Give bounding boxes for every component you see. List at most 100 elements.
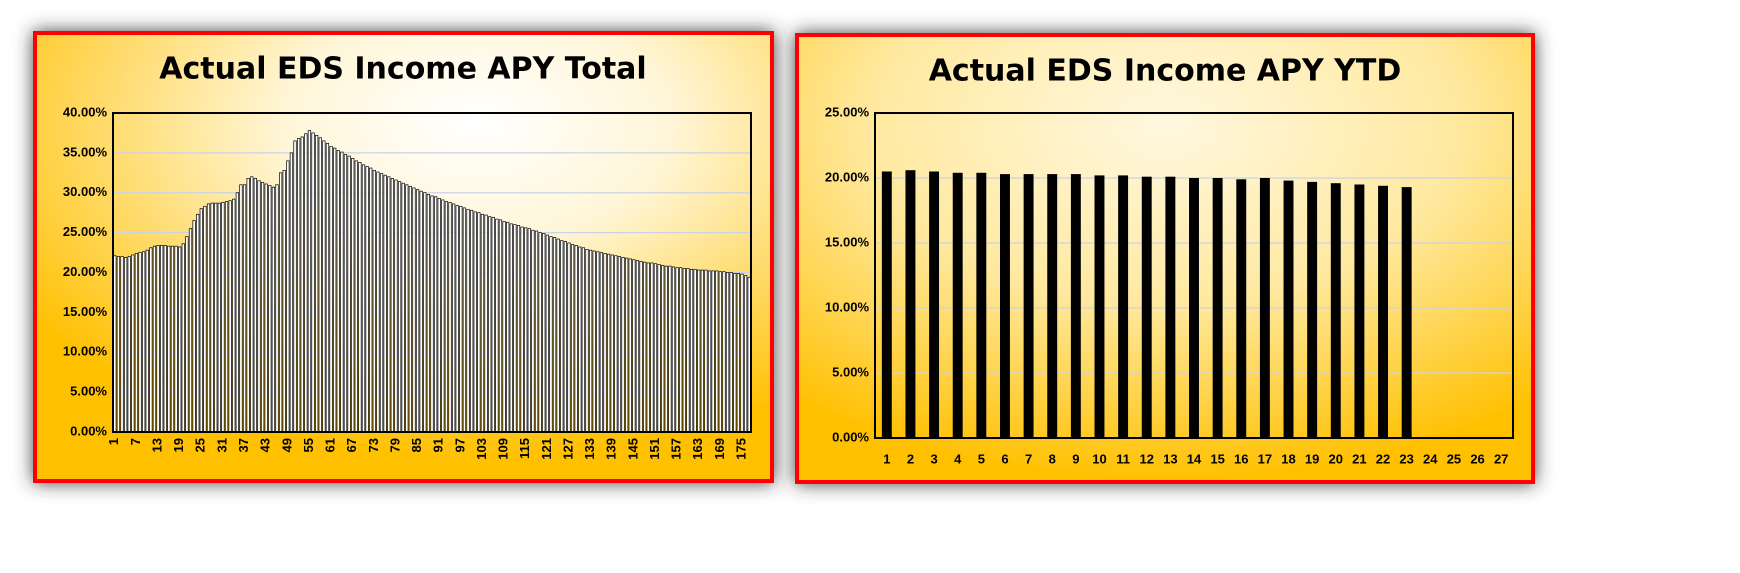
bar — [650, 262, 654, 433]
y-tick-label: 25.00% — [825, 104, 870, 119]
bar — [1307, 181, 1318, 438]
bar — [1189, 178, 1199, 438]
bar — [1212, 178, 1223, 438]
bar — [444, 201, 449, 433]
bar — [210, 202, 214, 433]
bar — [206, 203, 211, 433]
bar — [513, 224, 517, 433]
bar — [722, 271, 726, 433]
bar — [142, 251, 146, 433]
x-tick-label: 157 — [669, 438, 684, 460]
bar — [625, 257, 629, 433]
bar — [563, 241, 567, 433]
bar — [250, 176, 254, 433]
y-tick-label: 40.00% — [63, 104, 108, 119]
y-tick-label: 5.00% — [70, 384, 107, 399]
bar — [495, 218, 499, 433]
bar — [632, 259, 636, 433]
bar — [452, 203, 456, 433]
x-tick-label: 13 — [1163, 451, 1177, 466]
bar — [929, 171, 940, 438]
bar — [1047, 174, 1058, 438]
bar — [488, 216, 492, 433]
y-tick-label: 10.00% — [63, 344, 108, 359]
bar — [715, 270, 719, 433]
bar — [524, 227, 528, 433]
bar — [740, 273, 744, 433]
bar — [711, 270, 715, 433]
bar — [1354, 184, 1365, 438]
bar — [531, 229, 535, 433]
x-tick-label: 4 — [954, 451, 962, 466]
bar — [278, 172, 283, 433]
x-tick-label: 8 — [1049, 451, 1056, 466]
bar — [567, 242, 571, 433]
bar — [491, 217, 495, 433]
bar — [1094, 175, 1105, 438]
x-tick-label: 109 — [496, 438, 511, 460]
bar — [675, 267, 679, 433]
x-tick-label: 151 — [647, 438, 662, 460]
bar — [340, 151, 344, 433]
bar — [718, 271, 722, 433]
bar — [668, 265, 672, 433]
x-tick-label: 133 — [582, 438, 597, 460]
bar — [952, 172, 963, 439]
bar — [574, 245, 578, 433]
bar — [549, 236, 553, 433]
bar — [156, 245, 160, 433]
x-tick-label: 14 — [1187, 451, 1202, 466]
y-tick-label: 35.00% — [63, 144, 108, 159]
bar — [365, 166, 369, 433]
bar — [1165, 176, 1176, 438]
bar — [462, 207, 467, 433]
bar — [639, 260, 643, 433]
bar — [1070, 174, 1081, 438]
y-tick-label: 25.00% — [63, 224, 108, 239]
x-tick-label: 7 — [1025, 451, 1032, 466]
bar — [538, 232, 542, 433]
bar — [145, 249, 149, 433]
bar — [733, 272, 737, 433]
bar — [592, 250, 596, 433]
bar — [509, 223, 513, 433]
bar — [394, 179, 398, 433]
bar — [178, 246, 182, 433]
bar — [343, 154, 348, 433]
bar — [736, 272, 740, 433]
x-tick-label: 20 — [1329, 451, 1343, 466]
bar — [437, 197, 441, 433]
x-tick-label: 16 — [1234, 451, 1248, 466]
bar — [228, 200, 232, 433]
bar — [275, 184, 279, 433]
bar — [534, 230, 539, 433]
bar — [607, 253, 611, 433]
bar — [124, 256, 128, 433]
x-tick-label: 37 — [236, 438, 251, 452]
bar — [498, 219, 503, 433]
x-tick-label: 139 — [604, 438, 619, 460]
y-tick-label: 20.00% — [63, 264, 108, 279]
bar — [257, 180, 261, 433]
bar — [603, 253, 607, 433]
plot-frame — [874, 112, 1514, 439]
bar — [430, 195, 434, 433]
bar — [311, 132, 315, 433]
bar — [697, 269, 701, 433]
x-tick-label: 31 — [214, 438, 229, 452]
bar — [628, 258, 632, 433]
bar — [390, 178, 394, 433]
bar — [127, 256, 131, 433]
bar — [596, 251, 600, 433]
bar — [405, 184, 409, 433]
bar — [415, 189, 420, 433]
bar — [196, 213, 200, 433]
x-tick-label: 5 — [978, 451, 985, 466]
bar — [552, 237, 557, 433]
bar — [149, 247, 153, 433]
bar — [1118, 175, 1129, 438]
bar — [185, 236, 189, 433]
bar — [271, 186, 276, 433]
x-tick-label: 163 — [690, 438, 705, 460]
bar — [588, 249, 593, 433]
